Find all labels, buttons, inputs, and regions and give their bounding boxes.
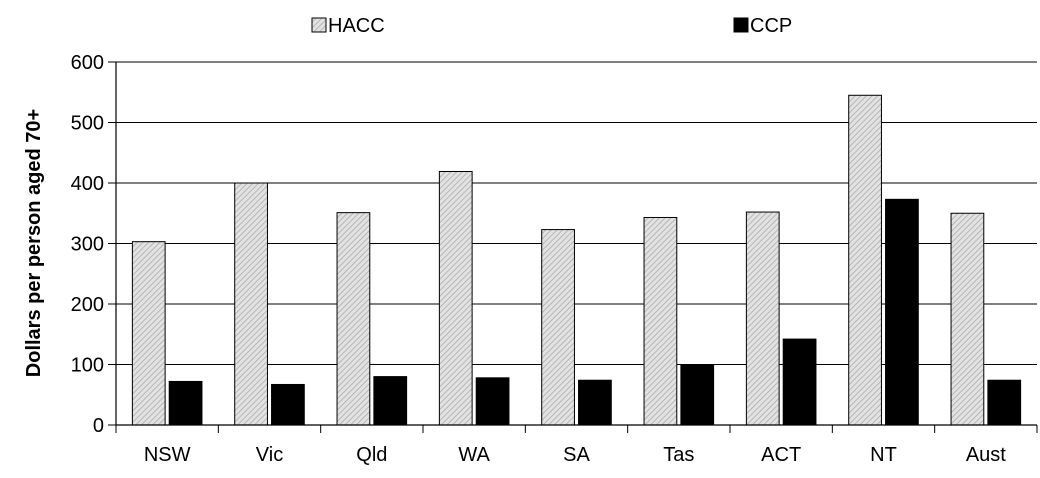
- bar-ccp-wa: [475, 377, 510, 426]
- x-tick-label: SA: [563, 444, 590, 466]
- legend-label-ccp: CCP: [750, 15, 792, 37]
- bar-hacc-act: [745, 211, 780, 426]
- bar-hacc-sa: [541, 229, 575, 426]
- legend: HACC CCP: [311, 15, 792, 37]
- bar-hacc-nt: [848, 94, 882, 426]
- bar-ccp-tas: [680, 364, 715, 426]
- y-tick-label: 400: [71, 173, 104, 195]
- x-tick-label: NT: [870, 444, 897, 466]
- y-axis-label: Dollars per person aged 70+: [23, 109, 45, 377]
- y-tick-label: 0: [93, 415, 104, 437]
- x-tick-label: Vic: [256, 444, 283, 466]
- y-tick-label: 100: [71, 355, 104, 377]
- x-tick-label: Aust: [966, 444, 1006, 466]
- bar-hacc-qld: [336, 212, 371, 426]
- y-tick-label: 500: [71, 113, 104, 135]
- bar-hacc-vic: [234, 182, 268, 426]
- legend-swatch-hacc: [311, 17, 327, 33]
- bar-ccp-nsw: [168, 380, 203, 426]
- bar-ccp-qld: [373, 376, 408, 426]
- bar-hacc-wa: [438, 171, 473, 426]
- bar-hacc-tas: [643, 216, 678, 426]
- bar-ccp-act: [782, 338, 817, 426]
- x-tick-labels: NSW Vic Qld WA SA Tas ACT NT Aust: [144, 444, 1006, 466]
- bars: [131, 94, 1022, 426]
- bar-hacc-nsw: [131, 241, 166, 426]
- bar-ccp-nt: [885, 198, 919, 426]
- x-tick-label: Qld: [356, 444, 387, 466]
- y-tick-labels: 0 100 200 300 400 500 600: [71, 52, 104, 437]
- y-tick-label: 600: [71, 52, 104, 74]
- x-tick-label: ACT: [761, 444, 801, 466]
- bar-hacc-aust: [950, 212, 985, 426]
- x-tick-label: Tas: [663, 444, 694, 466]
- legend-swatch-ccp: [733, 17, 749, 33]
- y-tick-label: 200: [71, 294, 104, 316]
- bar-ccp-aust: [987, 379, 1022, 426]
- axes: [108, 61, 1038, 433]
- x-tick-label: NSW: [144, 444, 191, 466]
- y-tick-label: 300: [71, 234, 104, 256]
- bar-ccp-vic: [271, 383, 305, 426]
- gridlines: [116, 61, 1037, 365]
- x-tick-label: WA: [458, 444, 490, 466]
- legend-label-hacc: HACC: [328, 15, 385, 37]
- bar-ccp-sa: [578, 379, 612, 426]
